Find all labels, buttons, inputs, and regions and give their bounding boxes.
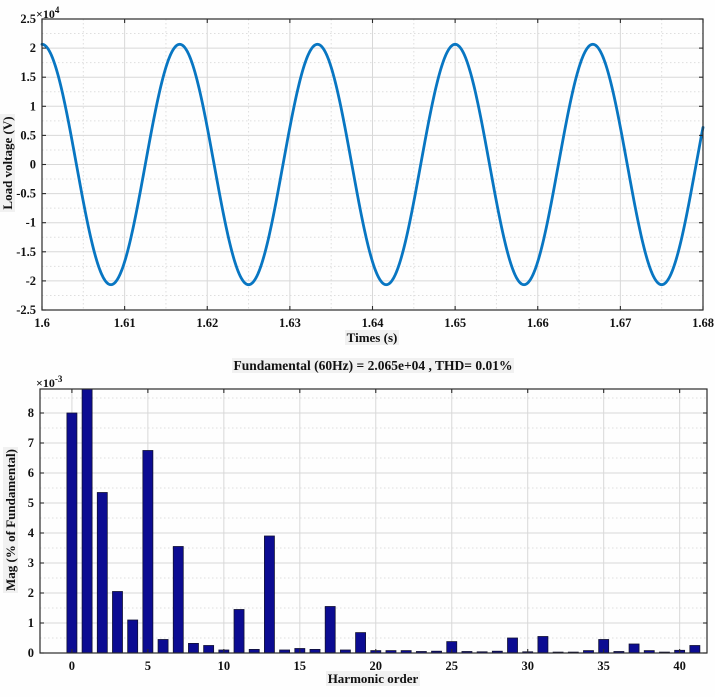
harmonic-bar (142, 450, 154, 654)
svg-text:0.5: 0.5 (20, 128, 36, 142)
harmonic-bar (127, 619, 139, 654)
harmonic-bar (81, 388, 93, 654)
top-y-axis-scale: ×104 (36, 5, 60, 21)
major-gridlines (40, 389, 707, 653)
tick-labels: 0 1 2 3 4 5 6 7 8 0 5 10 15 20 25 30 35 40 (28, 406, 686, 673)
svg-text:0: 0 (28, 646, 34, 660)
top-x-axis-label: Times (s) (344, 330, 400, 345)
svg-text:4: 4 (28, 526, 35, 540)
harmonic-bar (689, 645, 701, 654)
harmonic-bar (324, 606, 336, 654)
svg-text:0: 0 (69, 659, 75, 673)
harmonic-bar (355, 632, 366, 654)
svg-text:1.68: 1.68 (692, 316, 714, 330)
harmonic-bar (112, 591, 123, 654)
harmonic-bar (628, 643, 640, 654)
harmonic-bar (66, 412, 78, 654)
fft-harmonic-bar-plot: 0 1 2 3 4 5 6 7 8 0 5 10 15 20 25 30 35 40 (28, 388, 708, 673)
svg-text:2.5: 2.5 (20, 12, 36, 26)
harmonic-bar (188, 642, 199, 654)
svg-text:8: 8 (28, 406, 34, 420)
harmonic-bar (537, 636, 549, 654)
svg-text:1.62: 1.62 (196, 316, 218, 330)
svg-text:-1: -1 (26, 216, 36, 230)
svg-text:2: 2 (28, 586, 34, 600)
svg-text:20: 20 (370, 659, 383, 673)
harmonic-bar (233, 609, 245, 654)
svg-text:5: 5 (145, 659, 151, 673)
bottom-y-axis-label: Mag (% of Fundamental) (3, 447, 18, 593)
svg-text:0: 0 (30, 158, 36, 172)
svg-text:35: 35 (597, 659, 610, 673)
svg-text:1: 1 (30, 99, 36, 113)
bottom-y-axis-scale: ×10-3 (36, 374, 63, 390)
svg-text:6: 6 (28, 466, 34, 480)
voltage-waveform-plot: 2.5 2 1.5 1 0.5 0 -0.5 -1 -1.5 -2 -2.51.6 1.61 1.62 1… (16, 12, 714, 330)
svg-text:1.61: 1.61 (114, 316, 136, 330)
voltage-sine-trace (40, 42, 705, 287)
svg-text:1.6: 1.6 (34, 316, 50, 330)
svg-text:1: 1 (28, 616, 34, 630)
harmonic-bar (264, 535, 275, 654)
svg-text:7: 7 (28, 436, 34, 450)
harmonic-bar (96, 492, 108, 654)
minor-gridlines (40, 397, 707, 639)
svg-text:15: 15 (294, 659, 307, 673)
svg-text:2: 2 (30, 41, 36, 55)
svg-text:-2.5: -2.5 (16, 303, 36, 317)
harmonic-bar (172, 546, 184, 654)
tick-labels: 2.5 2 1.5 1 0.5 0 -0.5 -1 -1.5 -2 -2.51.6 1.61 1.62 1… (16, 12, 714, 330)
bottom-x-axis-label: Harmonic order (325, 671, 421, 686)
svg-text:1.63: 1.63 (279, 316, 301, 330)
svg-text:30: 30 (521, 659, 534, 673)
svg-text:5: 5 (28, 496, 34, 510)
harmonic-bar (203, 645, 215, 654)
axes-frame (39, 388, 708, 654)
svg-text:40: 40 (673, 659, 686, 673)
svg-text:1.67: 1.67 (609, 316, 631, 330)
svg-text:1.64: 1.64 (362, 316, 385, 330)
top-y-axis-label: Load voltage (V) (0, 114, 15, 212)
svg-text:1.5: 1.5 (20, 70, 36, 84)
svg-text:1.66: 1.66 (527, 316, 549, 330)
harmonic-bar (507, 637, 518, 654)
harmonic-bars (66, 388, 701, 654)
svg-text:25: 25 (445, 659, 458, 673)
axes-frame (41, 18, 704, 311)
svg-text:3: 3 (28, 556, 34, 570)
svg-text:1.65: 1.65 (444, 316, 466, 330)
svg-text:-0.5: -0.5 (16, 187, 36, 201)
harmonic-bar (157, 639, 169, 654)
svg-text:-1.5: -1.5 (16, 245, 36, 259)
svg-text:10: 10 (218, 659, 231, 673)
fft-title: Fundamental (60Hz) = 2.065e+04 , THD= 0.… (231, 358, 515, 373)
svg-text:-2: -2 (26, 274, 36, 288)
